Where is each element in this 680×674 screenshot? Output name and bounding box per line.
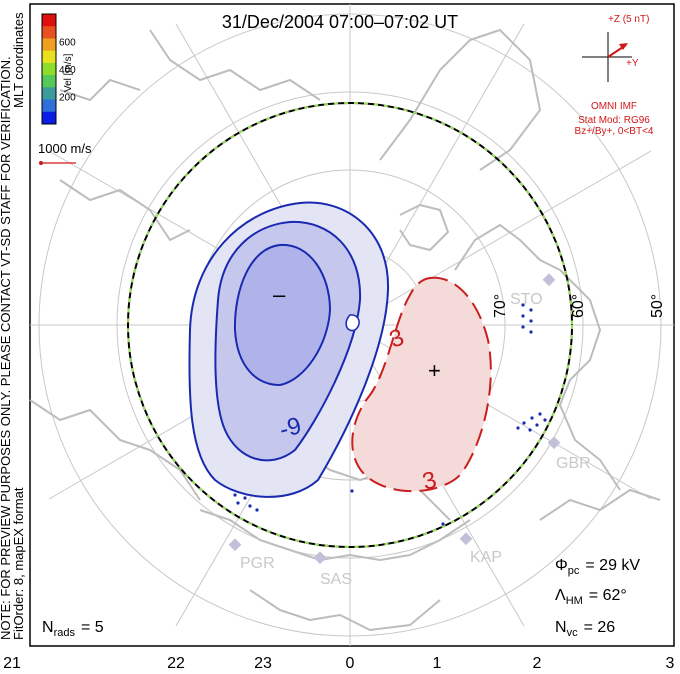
- coastline-northeast: [59, 79, 141, 101]
- coastline-svalbard: [399, 204, 449, 251]
- mlt-label: 21: [3, 655, 21, 672]
- lat-label-60: 60°: [570, 294, 587, 318]
- velocity-vector: [543, 418, 547, 422]
- colorbar-segment: [42, 62, 56, 76]
- colorbar-segment: [42, 99, 56, 113]
- positive-cell: [351, 276, 492, 493]
- velocity-vector: [243, 496, 247, 500]
- velocity-vector: [441, 522, 445, 526]
- velocity-vector: [350, 489, 354, 493]
- velocity-vector: [530, 416, 534, 420]
- colorbar-segment: [42, 87, 56, 101]
- velocity-vector: [233, 493, 237, 497]
- lat-label-70: 70°: [492, 294, 509, 318]
- colorbar-segment: [42, 50, 56, 64]
- negative-cell-notch: [345, 314, 360, 332]
- hm-latitude: ΛHM = 62°: [555, 587, 627, 607]
- mlt-label: 22: [167, 655, 185, 672]
- mlt-label: 1: [433, 655, 442, 672]
- coastlines: [29, 29, 661, 631]
- colorbar-tick-label: 600: [59, 38, 76, 49]
- velocity-vectors: [233, 303, 547, 526]
- velocity-vector: [535, 423, 539, 427]
- cross-polar-potential: Φpc = 29 kV: [555, 557, 640, 577]
- mlt-axis-labels: 21 22 23 0 1 2 3: [3, 655, 674, 672]
- colorbar-segment: [42, 26, 56, 39]
- hm-boundary-dash: [127, 102, 573, 548]
- station-label-sto: STO: [510, 291, 543, 308]
- imf-clock-y-label: +Y: [626, 58, 639, 69]
- potential-max-marker: +: [428, 358, 441, 383]
- mlt-label: 23: [254, 655, 272, 672]
- station-label-sas: SAS: [320, 571, 352, 588]
- station-labels: STO GBR KAP SAS PGR: [240, 291, 591, 588]
- velocity-colorbar: 200 400 600: [41, 13, 76, 125]
- velocity-vector: [538, 412, 542, 416]
- mlt-label: 2: [533, 655, 542, 672]
- imf-clock-z-label: +Z (5 nT): [608, 14, 649, 25]
- imf-model-info: OMNI IMF Stat Mod: RG96 Bz+/By+, 0<BT<4: [575, 101, 654, 137]
- coastline-scandinavia: [379, 29, 541, 171]
- latitude-labels: 70° 60° 50°: [492, 294, 666, 318]
- radar-count: Nrads = 5: [42, 619, 104, 639]
- colorbar-segment: [42, 14, 56, 27]
- coastline-siberia: [149, 29, 321, 101]
- station-label-kap: KAP: [470, 549, 502, 566]
- coastline-labrador: [539, 489, 661, 521]
- coastline-canada: [199, 509, 471, 561]
- velocity-vector: [529, 308, 533, 312]
- colorbar-label: Vel [m/s]: [63, 53, 74, 92]
- coastline-hudson: [249, 589, 441, 631]
- station-label-pgr: PGR: [240, 555, 275, 572]
- fit-order-note: FitOrder: 8, mapEX format: [11, 487, 26, 640]
- lat-label-50: 50°: [649, 294, 666, 318]
- velocity-vector: [528, 428, 532, 432]
- coordinate-system-label: MLT coordinates: [11, 12, 26, 108]
- velocity-vector: [248, 504, 252, 508]
- colorbar-segment: [42, 38, 56, 52]
- velocity-vector: [236, 501, 240, 505]
- imf-clock-arrowhead: [619, 43, 628, 50]
- velocity-vector: [521, 314, 525, 318]
- station-marker-sas: [313, 551, 327, 565]
- coastline-east-siberia: [59, 179, 191, 241]
- colorbar-tick-label: 200: [59, 93, 76, 104]
- mlt-label: 3: [666, 655, 675, 672]
- vector-scale-label: 1000 m/s: [38, 141, 92, 156]
- station-marker-kap: [459, 532, 473, 546]
- colorbar-segment: [42, 111, 56, 125]
- vector-count: Nvc = 26: [555, 619, 615, 639]
- meridian: [349, 150, 652, 326]
- coastline-alaska: [29, 399, 201, 501]
- preview-note: NOTE: FOR PREVIEW PURPOSES ONLY. PLEASE …: [0, 56, 13, 640]
- velocity-vector: [521, 303, 525, 307]
- velocity-vector: [521, 325, 525, 329]
- coastline-greenland: [454, 224, 621, 491]
- velocity-vector: [522, 421, 526, 425]
- colorbar-tick-label: 400: [59, 65, 76, 76]
- mlt-label: 0: [346, 655, 355, 672]
- negative-cell-inner: [233, 243, 332, 387]
- velocity-vector: [529, 319, 533, 323]
- imf-clock: [582, 32, 632, 82]
- imf-bin-label: Bz+/By+, 0<BT<4: [575, 126, 654, 137]
- colorbar-frame: [41, 13, 57, 125]
- map-statistics: Φpc = 29 kV ΛHM = 62° Nvc = 26 Nrads = 5: [42, 557, 640, 639]
- station-label-gbr: GBR: [556, 455, 591, 472]
- station-marker-pgr: [228, 538, 242, 552]
- stat-model-label: Stat Mod: RG96: [578, 115, 650, 126]
- imf-source-label: OMNI IMF: [591, 101, 637, 112]
- colorbar-segment: [42, 75, 56, 88]
- map-title: 31/Dec/2004 07:00–07:02 UT: [222, 12, 458, 32]
- velocity-vector: [516, 426, 520, 430]
- potential-min-marker: –: [273, 282, 286, 307]
- velocity-vector: [529, 330, 533, 334]
- velocity-vector: [255, 508, 259, 512]
